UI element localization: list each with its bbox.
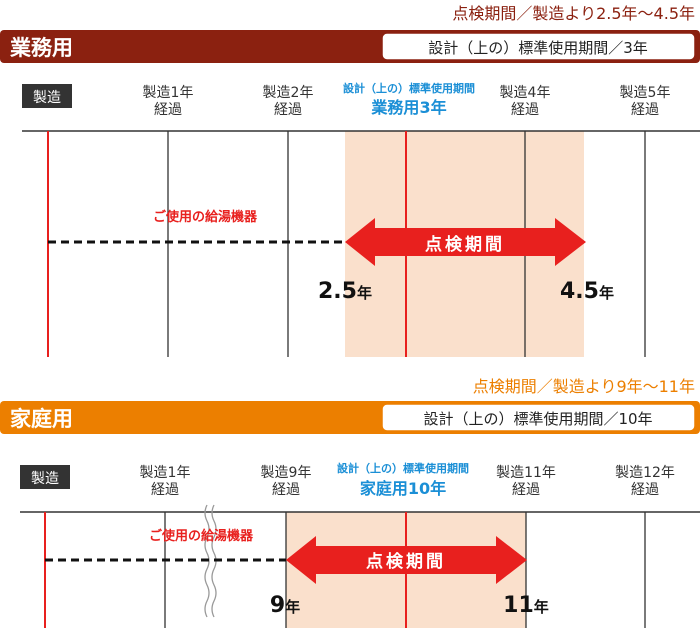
home-start-year: 9年: [270, 593, 300, 618]
home-start-num: 9: [270, 593, 285, 618]
home-manufacture-badge: [20, 465, 70, 489]
home-inspection-arrow: [286, 536, 527, 584]
home-tick-1-line1: 製造1年: [140, 465, 191, 481]
home-arrow-label: 点検期間: [366, 551, 446, 572]
home-design-period-box: [381, 403, 696, 432]
business-arrow-label: 点検期間: [425, 234, 505, 255]
business-standard-num: 3年: [419, 98, 446, 117]
business-standard-name: 業務用: [370, 98, 419, 117]
home-tick-9-line2: 経過: [272, 482, 300, 498]
home-standard-caption: 設計（上の）標準使用期間: [337, 461, 469, 475]
home-tick-11-line1: 製造11年: [496, 465, 556, 481]
business-tick-1-line1: 製造1年: [143, 85, 194, 101]
business-tick-5-line2: 経過: [631, 102, 659, 118]
business-manufacture-badge: [22, 84, 72, 108]
home-title: 家庭用: [10, 407, 73, 431]
business-standard-caption: 設計（上の）標準使用期間: [343, 81, 475, 95]
business-end-year: 4.5年: [560, 279, 614, 304]
business-design-period: 設計（上の）標準使用期間／3年: [428, 39, 648, 57]
business-design-period-box: [381, 32, 696, 61]
business-end-unit: 年: [599, 284, 614, 302]
business-inspection-arrow: [345, 218, 586, 266]
business-inspection-range: 点検期間／製造より2.5年～4.5年: [452, 4, 695, 23]
home-tick-9-line1: 製造9年: [261, 465, 312, 481]
home-manufacture-label: 製造: [31, 471, 59, 487]
home-standard-num: 10年: [408, 479, 446, 498]
home-device-label: ご使用の給湯機器: [149, 528, 254, 544]
business-start-year: 2.5年: [318, 279, 372, 304]
home-tick-12-line1: 製造12年: [615, 465, 675, 481]
business-start-num: 2.5: [318, 279, 357, 304]
business-tick-5-line1: 製造5年: [620, 85, 671, 101]
home-design-period: 設計（上の）標準使用期間／10年: [423, 410, 652, 428]
home-standard-name: 家庭用: [360, 479, 408, 498]
business-tick-4-line2: 経過: [511, 102, 539, 118]
home-inspection-range: 点検期間／製造より9年～11年: [473, 377, 695, 396]
business-tick-4-line1: 製造4年: [500, 85, 551, 101]
home-section: 点検期間／製造より9年～11年 家庭用 設計（上の）標準使用期間／10年 製造 …: [0, 377, 700, 628]
home-standard-label: 家庭用10年: [360, 479, 446, 498]
business-end-num: 4.5: [560, 279, 599, 304]
business-section: 点検期間／製造より2.5年～4.5年 業務用 設計（上の）標準使用期間／3年 製…: [0, 4, 700, 357]
business-manufacture-label: 製造: [33, 90, 61, 106]
home-end-num: 11: [503, 593, 534, 618]
business-tick-1-line2: 経過: [154, 102, 182, 118]
home-tick-1-line2: 経過: [151, 482, 179, 498]
business-device-label: ご使用の給湯機器: [153, 209, 258, 225]
business-start-unit: 年: [357, 284, 372, 302]
business-standard-label: 業務用3年: [370, 98, 446, 117]
home-tick-11-line2: 経過: [512, 482, 540, 498]
home-end-year: 11年: [503, 593, 549, 618]
business-tick-2-line1: 製造2年: [263, 85, 314, 101]
business-tick-2-line2: 経過: [274, 102, 302, 118]
home-start-unit: 年: [285, 598, 300, 616]
home-tick-12-line2: 経過: [631, 482, 659, 498]
business-title: 業務用: [10, 36, 73, 60]
home-end-unit: 年: [534, 598, 549, 616]
